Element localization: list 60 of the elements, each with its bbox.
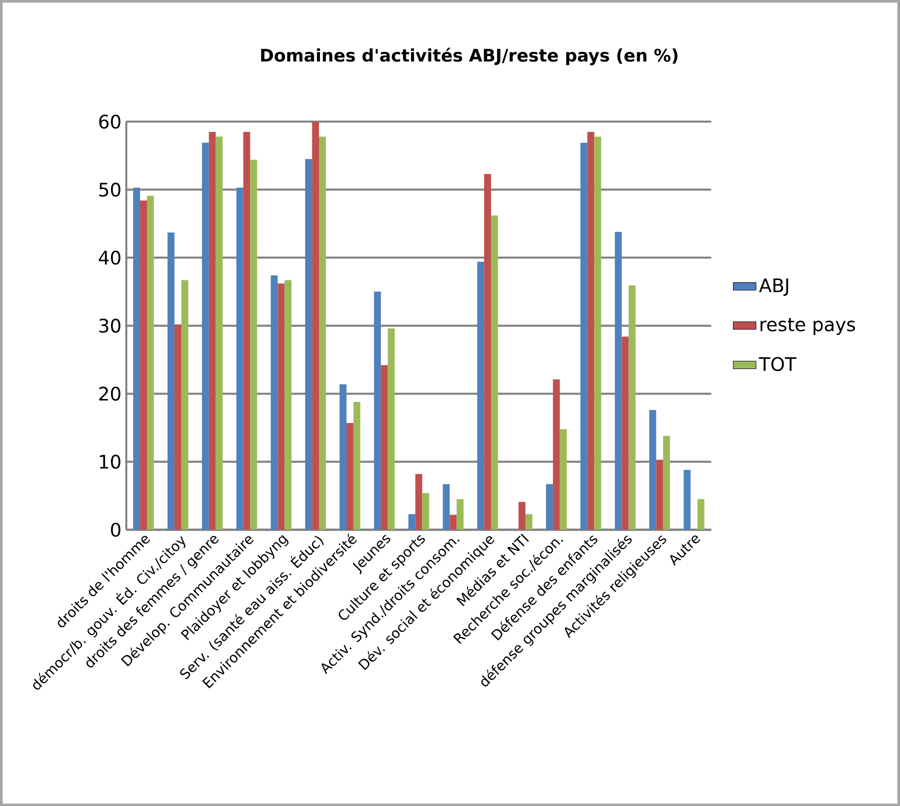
y-tick-label: 30 [99, 318, 120, 333]
legend-label: reste pays [760, 318, 855, 335]
bar [422, 492, 430, 530]
bar [250, 160, 258, 530]
y-tick-label: 10 [100, 454, 120, 469]
bar [140, 200, 147, 530]
bar [374, 292, 381, 530]
legend-label: ABJ [759, 278, 788, 296]
y-tick-label: 50 [99, 182, 120, 197]
bar [340, 384, 346, 530]
bar [408, 514, 416, 530]
y-tick-label: 0 [110, 522, 120, 537]
bar [174, 324, 182, 530]
bar [628, 285, 636, 530]
bar [450, 514, 457, 530]
bar [560, 428, 567, 530]
bar [270, 275, 278, 530]
bar [312, 122, 319, 530]
bar [243, 132, 250, 530]
bar [146, 196, 154, 530]
bar [284, 280, 292, 530]
bar [649, 410, 656, 530]
bar [208, 132, 216, 530]
bar [456, 499, 464, 530]
bar [202, 142, 209, 530]
bar [388, 328, 395, 530]
bar [181, 280, 188, 530]
bar [415, 474, 422, 530]
bar [305, 158, 312, 530]
bar [525, 514, 532, 530]
bar [614, 232, 622, 530]
bar [477, 262, 484, 530]
bar [697, 499, 704, 530]
bar [684, 470, 691, 530]
bar [442, 484, 450, 530]
y-tick-label: 40 [98, 250, 120, 265]
chart-title: Domaines d'activités ABJ/reste pays (en %) [261, 48, 678, 66]
bar [278, 283, 285, 530]
bar [133, 187, 140, 530]
bar [346, 422, 354, 530]
bar [318, 136, 326, 530]
bar [216, 136, 223, 530]
bar [594, 136, 602, 530]
y-tick-label: 60 [99, 114, 120, 129]
bar [580, 142, 588, 530]
bar [380, 365, 388, 530]
bar [656, 460, 664, 530]
bar [236, 187, 244, 530]
bar [546, 484, 553, 530]
bar [168, 232, 174, 530]
bar [353, 402, 360, 530]
bar [587, 132, 594, 530]
bar [622, 336, 629, 530]
bar [484, 174, 492, 530]
y-tick-label: 20 [99, 386, 120, 401]
bar [663, 436, 670, 530]
bar [491, 215, 498, 530]
bar [552, 379, 560, 530]
bar [518, 502, 526, 530]
legend-label: TOT [758, 356, 796, 371]
